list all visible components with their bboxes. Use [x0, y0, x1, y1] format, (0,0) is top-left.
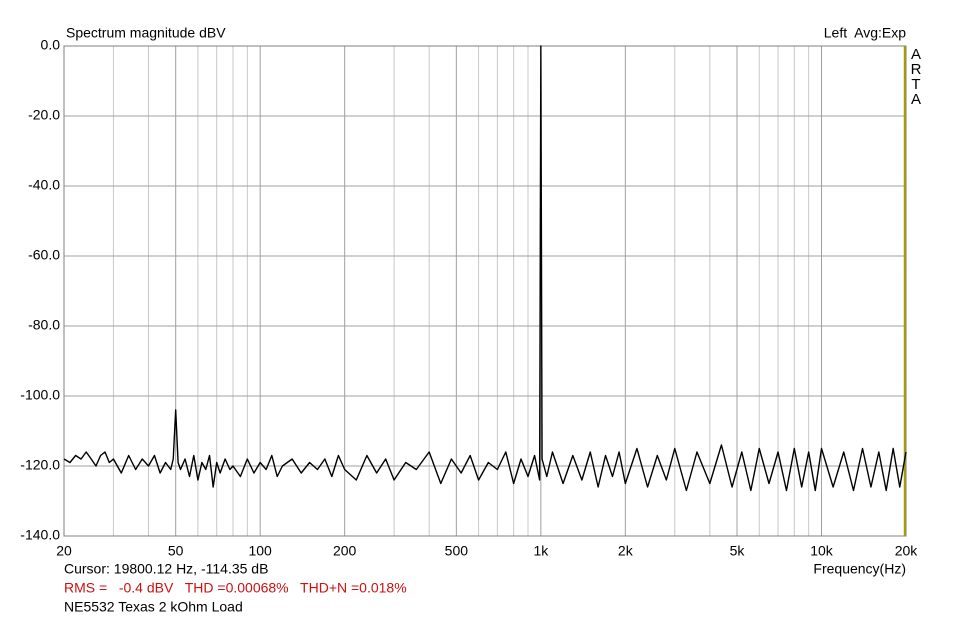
x-tick-label: 20k	[895, 543, 919, 559]
side-label: ARTA	[910, 46, 922, 108]
x-tick-label: 2k	[618, 543, 634, 559]
channel-label: Left Avg:Exp	[824, 25, 906, 41]
measurements: RMS = -0.4 dBV THD =0.00068% THD+N =0.01…	[64, 580, 407, 596]
x-tick-label: 200	[333, 543, 357, 559]
x-axis-label: Frequency(Hz)	[813, 561, 906, 577]
y-tick-label: -140.0	[20, 527, 60, 543]
x-tick-label: 5k	[730, 543, 746, 559]
y-tick-label: -120.0	[20, 457, 60, 473]
x-tick-label: 50	[168, 543, 184, 559]
x-tick-label: 500	[445, 543, 469, 559]
y-tick-label: -60.0	[28, 247, 60, 263]
y-tick-label: 0.0	[41, 37, 61, 53]
plot-frame	[63, 45, 907, 537]
spectrum-line	[63, 45, 907, 492]
description: NE5532 Texas 2 kOhm Load	[64, 599, 243, 615]
y-tick-label: -40.0	[28, 177, 60, 193]
y-tick-label: -20.0	[28, 107, 60, 123]
chart-title: Spectrum magnitude dBV	[66, 25, 226, 41]
y-tick-label: -100.0	[20, 387, 60, 403]
x-tick-label: 10k	[810, 543, 834, 559]
cursor-readout: Cursor: 19800.12 Hz, -114.35 dB	[64, 561, 268, 577]
x-tick-label: 100	[248, 543, 272, 559]
y-tick-label: -80.0	[28, 317, 60, 333]
x-tick-label: 1k	[533, 543, 549, 559]
x-tick-label: 20	[56, 543, 72, 559]
